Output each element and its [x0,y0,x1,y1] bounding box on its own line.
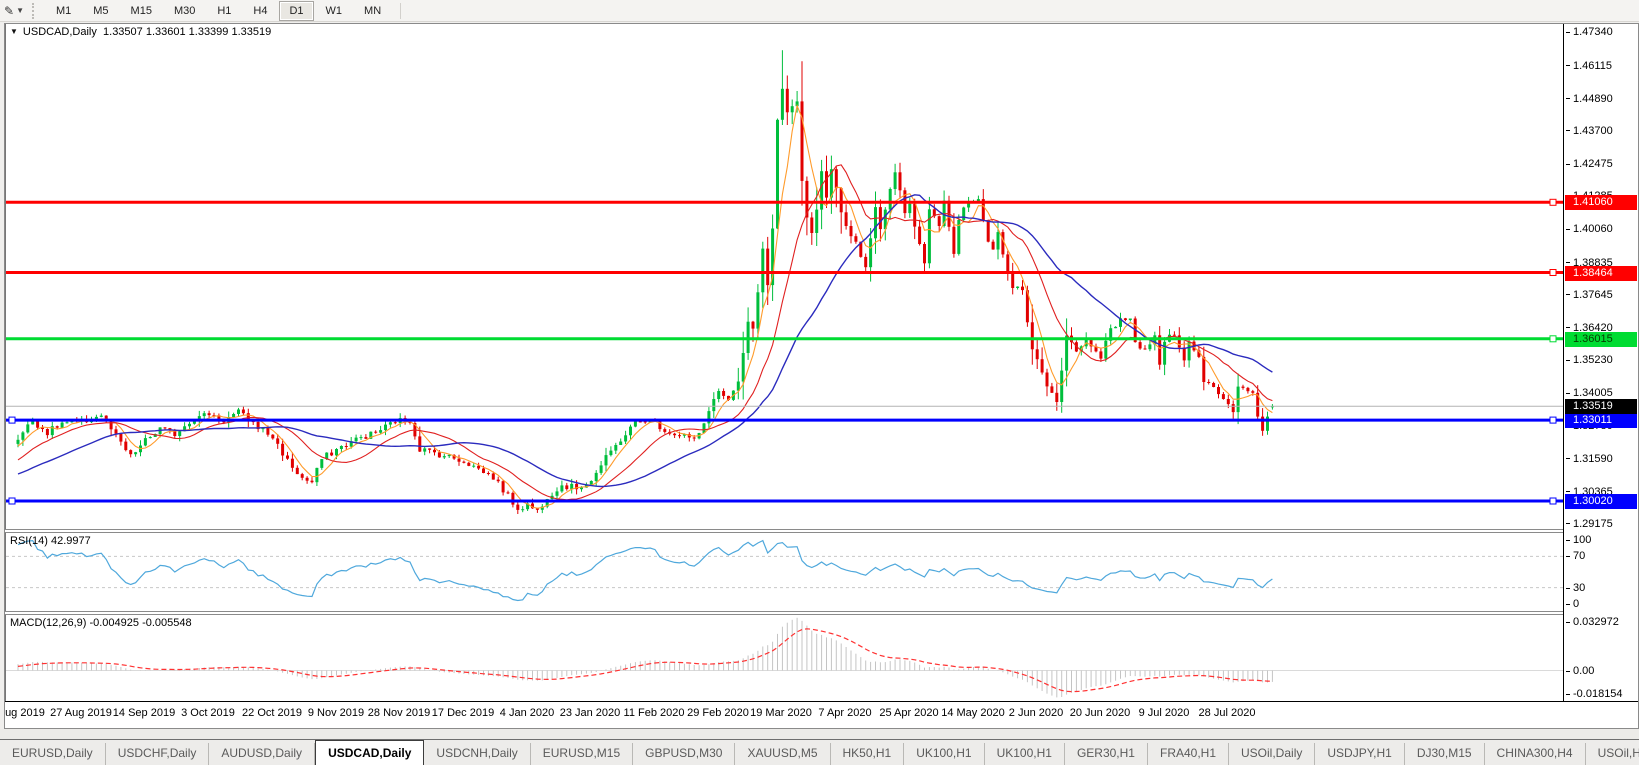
chart-tab-uk100-h1[interactable]: UK100,H1 [985,743,1065,765]
chart-tab-usdchf-daily[interactable]: USDCHF,Daily [106,743,210,765]
date-axis-label: 14 May 2020 [941,707,1005,719]
date-axis-label: 22 Oct 2019 [242,707,302,719]
objects-tool-icon[interactable]: ✎ [4,3,15,18]
timeframe-button-w1[interactable]: W1 [325,4,343,17]
timeframe-button-d1[interactable]: D1 [279,0,314,21]
date-axis-label: 7 Apr 2020 [818,707,872,719]
hline-price-tag: 1.36015 [1565,331,1637,347]
rsi-label: RSI(14) 42.9977 [10,535,91,547]
macd-axis-tick: 0.00 [1566,665,1594,677]
price-axis-tick: 1.44890 [1566,93,1613,105]
date-axis-label: 17 Dec 2019 [431,707,495,719]
price-axis-tick: 1.46115 [1566,60,1612,72]
date-axis-label: 11 Feb 2020 [623,707,685,719]
price-axis-tick: 1.34005 [1566,387,1613,399]
chart-tab-dj30-m15[interactable]: DJ30,M15 [1405,743,1485,765]
current-price-tag: 1.33519 [1565,399,1637,415]
price-axis-tick: 1.37645 [1566,289,1613,301]
chart-tab-bar: EURUSD,Daily USDCHF,Daily AUDUSD,Daily USDC… [0,739,1639,765]
rsi-axis-tick: 30 [1566,582,1585,594]
date-axis-label: 23 Jan 2020 [559,707,621,719]
date-axis-label: 14 Sep 2019 [112,707,176,719]
chart-tab-eurusd-daily[interactable]: EURUSD,Daily [0,743,106,765]
chart-window: ▼ USDCAD,Daily 1.33507 1.33601 1.33399 1.… [4,23,1639,729]
price-axis-tick: 1.47340 [1566,26,1613,38]
date-axis-label: 9 Jul 2020 [1138,707,1190,719]
chart-tab-audusd-daily[interactable]: AUDUSD,Daily [209,743,316,765]
chart-tab-gbpusd-m30[interactable]: GBPUSD,M30 [633,743,736,765]
chart-tab-uk100-h1[interactable]: UK100,H1 [904,743,985,765]
price-chart-pane[interactable]: ▼ USDCAD,Daily 1.33507 1.33601 1.33399 1.… [5,24,1563,529]
date-axis-label: 8 Aug 2019 [5,707,45,719]
timeframe-button-m15[interactable]: M15 [130,4,152,17]
date-axis-label: 29 Feb 2020 [687,707,749,719]
date-axis-label: 3 Oct 2019 [181,707,235,719]
objects-dropdown-caret-icon[interactable]: ▼ [16,6,24,15]
top-toolbar: ✎ ▼ M1 M5 M15 M30 H1 H4 D1 W1 MN [0,0,1639,22]
chart-tab-usoil-h[interactable]: USOil,H [1586,743,1639,765]
timeframe-button-m1[interactable]: M1 [55,4,72,17]
date-axis-label: 27 Aug 2019 [50,707,112,719]
hline-price-tag: 1.38464 [1565,265,1637,281]
chart-tab-eurusd-m15[interactable]: EURUSD,M15 [531,743,634,765]
date-axis-label: 28 Jul 2020 [1198,707,1256,719]
pane-splitter[interactable] [5,611,1638,615]
hline-price-tag: 1.33011 [1565,413,1637,429]
date-axis-label: 25 Apr 2020 [879,707,939,719]
date-axis-label: 9 Nov 2019 [307,707,365,719]
date-axis-label: 4 Jan 2020 [499,707,555,719]
price-axis-tick: 1.35230 [1566,354,1613,366]
price-axis-tick: 1.43700 [1566,125,1613,137]
chart-tab-hk50-h1[interactable]: HK50,H1 [831,743,905,765]
chart-tab-usdcad-daily[interactable]: USDCAD,Daily [315,740,425,765]
chart-tab-fra40-h1[interactable]: FRA40,H1 [1148,743,1230,765]
price-axis-tick: 1.29175 [1566,518,1613,530]
toolbar-grip[interactable] [31,2,37,19]
chart-title-ohlc: 1.33507 1.33601 1.33399 1.33519 [103,26,272,38]
macd-pane[interactable]: MACD(12,26,9) -0.004925 -0.005548 [5,615,1563,701]
toolbar-separator [400,2,402,19]
price-axis[interactable]: 1.473401.461151.448901.437001.424751.412… [1563,24,1638,701]
chart-title-symbol: USDCAD,Daily [22,26,97,38]
macd-plot[interactable] [6,615,1563,701]
rsi-axis-tick: 0 [1566,598,1579,610]
timeframe-button-h4[interactable]: H4 [253,4,268,17]
rsi-pane[interactable]: RSI(14) 42.9977 [5,533,1563,611]
macd-label: MACD(12,26,9) -0.004925 -0.005548 [10,617,192,629]
chart-menu-caret-icon[interactable]: ▼ [10,27,18,36]
hline-price-tag: 1.30020 [1565,494,1637,509]
price-axis-tick: 1.36420 [1566,322,1613,334]
chart-tab-usdjpy-h1[interactable]: USDJPY,H1 [1315,743,1405,765]
macd-axis-tick: 0.032972 [1566,616,1619,628]
rsi-axis-tick: 70 [1566,550,1585,562]
chart-tab-usdcnh-daily[interactable]: USDCNH,Daily [424,743,531,765]
date-axis-label: 2 Jun 2020 [1008,707,1064,719]
rsi-axis-tick: 100 [1566,534,1591,546]
date-axis-label: 19 Mar 2020 [750,707,812,719]
timeframe-button-m5[interactable]: M5 [93,4,109,17]
timeframe-button-h1[interactable]: H1 [217,4,232,17]
price-axis-tick: 1.31590 [1566,453,1613,465]
chart-tab-china300-h4[interactable]: CHINA300,H4 [1485,743,1586,765]
pane-splitter[interactable] [5,529,1638,533]
date-axis-label: 20 Jun 2020 [1069,707,1131,719]
chart-title: ▼ USDCAD,Daily 1.33507 1.33601 1.33399 1.… [10,26,271,38]
hline-price-tag: 1.41060 [1565,195,1637,211]
price-axis-tick: 1.42475 [1566,158,1613,170]
chart-tab-ger30-h1[interactable]: GER30,H1 [1065,743,1148,765]
chart-tab-usoil-daily[interactable]: USOil,Daily [1229,743,1316,765]
price-axis-tick: 1.40060 [1566,223,1613,235]
timeframe-button-mn[interactable]: MN [364,4,382,17]
date-axis-label: 28 Nov 2019 [367,707,431,719]
timeframe-button-m30[interactable]: M30 [173,4,196,17]
timeframe-button-group: M1 M5 M15 M30 H1 H4 D1 W1 MN [45,0,392,21]
status-strip [0,729,1639,739]
chart-tab-xauusd-m5[interactable]: XAUUSD,M5 [735,743,831,765]
rsi-plot[interactable] [6,533,1563,611]
macd-axis-tick: -0.018154 [1566,688,1623,700]
candlestick-chart[interactable] [6,24,1563,529]
